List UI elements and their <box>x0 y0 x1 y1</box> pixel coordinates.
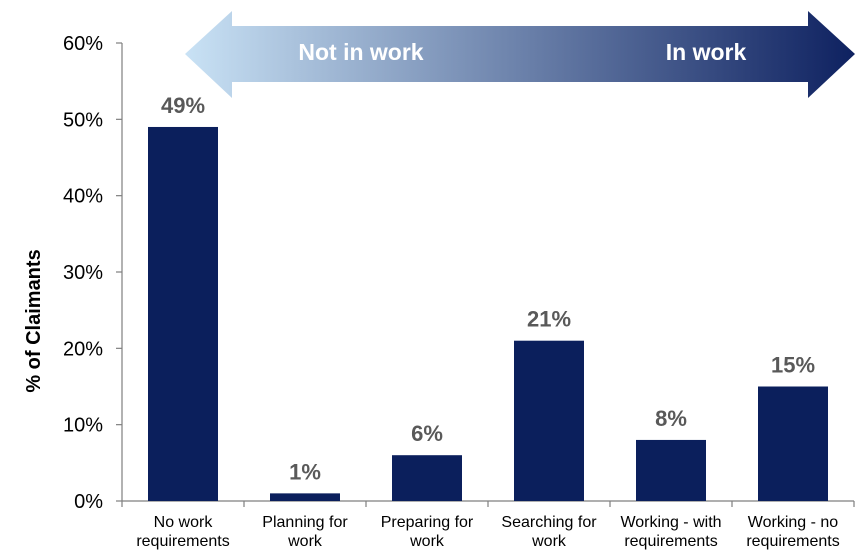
y-axis-title: % of Claimants <box>23 249 45 392</box>
category-label: Searching for work <box>501 514 597 550</box>
y-tick-label: 40% <box>63 186 103 208</box>
category-label: Working - no requirements <box>746 514 839 550</box>
arrow-label-in-work: In work <box>666 39 747 65</box>
work-status-arrow: Not in work In work <box>185 11 855 98</box>
y-tick-label: 50% <box>63 109 103 131</box>
data-label: 21% <box>527 307 571 332</box>
data-label: 6% <box>411 421 443 446</box>
y-tick-label: 60% <box>63 33 103 55</box>
category-label: Working - with requirements <box>620 514 721 550</box>
bar <box>758 386 828 501</box>
arrow-label-not-in-work: Not in work <box>298 39 423 65</box>
category-label: No work requirements <box>136 514 229 550</box>
double-arrow-shape <box>185 11 855 98</box>
data-label: 1% <box>289 459 321 484</box>
bar <box>148 126 218 501</box>
y-tick-label: 30% <box>63 262 103 284</box>
data-label: 8% <box>655 406 687 431</box>
y-tick-label: 0% <box>74 491 103 513</box>
y-tick-label: 10% <box>63 415 103 437</box>
bar <box>392 455 462 501</box>
y-tick-label: 20% <box>63 338 103 360</box>
bar <box>636 439 706 501</box>
category-label: Preparing for work <box>381 514 474 550</box>
bar <box>514 340 584 501</box>
category-label: Planning for work <box>262 514 348 550</box>
data-label: 15% <box>771 353 815 378</box>
data-label: 49% <box>161 93 205 118</box>
bar <box>270 493 340 501</box>
